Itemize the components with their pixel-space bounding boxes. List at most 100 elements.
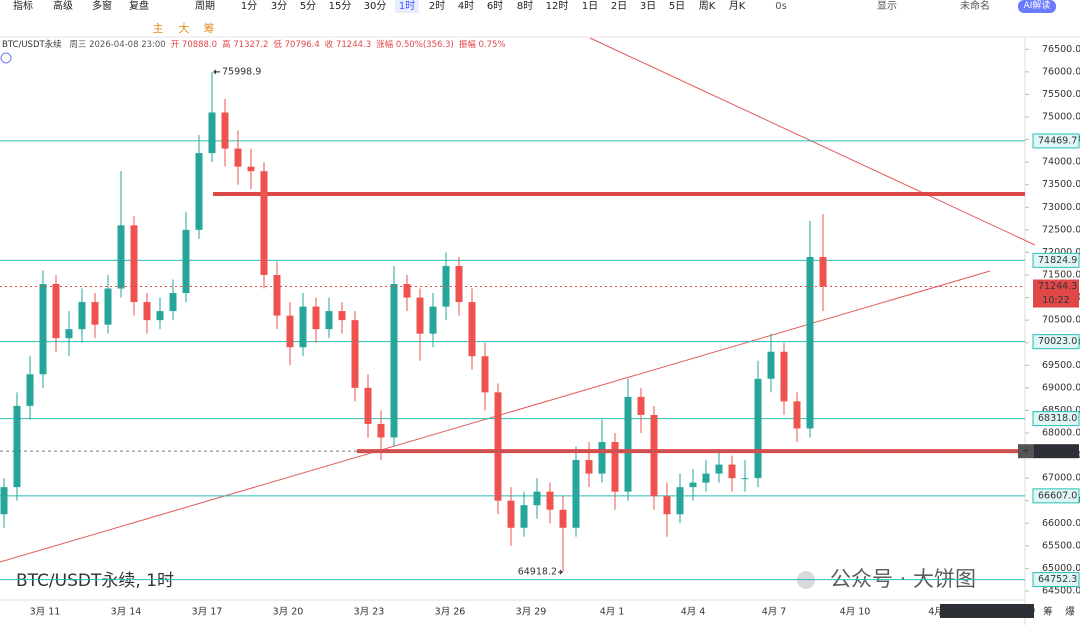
period-button[interactable]: 6时 (486, 1, 504, 12)
period-button[interactable]: 1时 (394, 0, 420, 13)
ohlc-field: 开 70888.0 (171, 40, 217, 50)
x-tick-label: 4月 1 (600, 607, 625, 618)
x-tick-label: 3月 20 (273, 607, 304, 618)
y-tick-label: 65000.0 (1042, 563, 1080, 574)
candle-body (234, 148, 242, 167)
crosshair-plus: + (1022, 446, 1030, 457)
period-button[interactable]: 5日 (668, 1, 686, 12)
y-tick-label: 65500.0 (1042, 540, 1080, 551)
ohlc-field: 振幅 0.75% (459, 39, 506, 50)
candle-body (455, 265, 463, 303)
ohlc-field: 收 71244.3 (325, 39, 371, 50)
candle-body (221, 112, 229, 149)
period-button[interactable]: 3分 (270, 1, 288, 12)
x-tick-label: 3月 23 (354, 607, 385, 618)
period-button[interactable]: 8时 (516, 1, 534, 12)
x-tick-label: 4月 10 (840, 607, 871, 618)
candle-body (429, 306, 437, 334)
candle-body (416, 297, 424, 334)
candle-body (117, 225, 125, 289)
candle-body (637, 396, 645, 415)
candle-body (741, 478, 749, 480)
candle-body (754, 378, 762, 479)
y-tick-label: 74000.0 (1042, 157, 1080, 168)
y-tick-label: 75000.0 (1042, 111, 1080, 122)
candle-body (286, 315, 294, 348)
high-arrow (213, 69, 220, 75)
corner-button[interactable]: 筹 (1043, 606, 1053, 618)
indicator-toggle[interactable]: 筹 (203, 22, 215, 35)
level-tag (1032, 488, 1080, 504)
ohlc-field: 低 70796.4 (273, 39, 319, 50)
period-button[interactable]: 12时 (545, 1, 569, 12)
source-watermark: 公众号 · 大饼图 (830, 567, 976, 591)
candle-body (780, 351, 788, 402)
corner-button[interactable]: 爆 (1065, 606, 1075, 618)
candle-body (195, 153, 203, 230)
candle-body (728, 464, 736, 479)
candle-body (52, 284, 60, 339)
period-button[interactable]: 1日 (581, 1, 599, 12)
candle-body (520, 505, 528, 528)
period-button[interactable]: 月K (728, 1, 746, 12)
candle-body (39, 284, 47, 375)
y-tick-label: 75500.0 (1042, 89, 1080, 100)
candle-body (663, 496, 671, 515)
toolbar-button[interactable]: 多窗 (92, 1, 112, 12)
high-label: 75998.9 (222, 66, 261, 77)
period-button[interactable]: 3日 (639, 1, 657, 12)
period-button[interactable]: 5分 (299, 1, 317, 12)
info-line: BTC/USDT永续 周三 2026-04-08 23:00 开 70888.0 高… (2, 39, 506, 50)
x-tick-label: 3月 11 (30, 607, 61, 618)
candle-body (676, 487, 684, 515)
candle-body (169, 293, 177, 312)
expand-icon[interactable] (0, 52, 12, 64)
period-button[interactable]: 15分 (328, 1, 352, 12)
y-tick-label: 66000.0 (1042, 518, 1080, 529)
level-tag (1032, 133, 1080, 149)
period-button[interactable]: 4时 (457, 1, 475, 12)
toolbar-button[interactable]: 显示 (877, 1, 897, 12)
candle-body (624, 396, 632, 492)
toolbar-button[interactable]: 复盘 (129, 1, 149, 12)
candle-body (598, 442, 606, 474)
period-button[interactable]: 1分 (240, 1, 258, 12)
x-tick-label: 3月 14 (111, 607, 142, 618)
level-label: 64752.3 (1038, 574, 1077, 585)
level-label: 74469.7 (1038, 135, 1077, 146)
crosshair-price-label: 67596.8 (1037, 446, 1076, 457)
candle-body (403, 284, 411, 298)
y-tick-label: 73000.0 (1042, 202, 1080, 213)
indicator-toggle[interactable]: 主 (152, 22, 164, 35)
trend-line (589, 37, 1036, 246)
y-tick-label: 68000.0 (1042, 427, 1080, 438)
candle-body (481, 356, 489, 393)
candle-body (104, 288, 112, 325)
period-button[interactable]: 30分 (363, 1, 387, 12)
candle-body (338, 311, 346, 321)
level-label: 68318.0 (1038, 413, 1077, 424)
candle-body (546, 491, 554, 510)
x-tick-label: 3月 17 (192, 607, 223, 618)
toolbar-button[interactable]: 高级 (53, 1, 73, 12)
toolbar-button[interactable]: 未命名 (960, 1, 990, 12)
period-button[interactable]: 周K (698, 1, 716, 12)
y-tick-label: 72500.0 (1042, 224, 1080, 235)
ai-button[interactable]: AI解读 (1018, 0, 1056, 13)
indicator-toggle[interactable]: 大 (178, 22, 190, 35)
candle-body (806, 256, 814, 429)
y-tick-label: 76000.0 (1042, 66, 1080, 77)
candle-body (650, 414, 658, 497)
period-button[interactable]: 2时 (428, 1, 446, 12)
toolbar-button[interactable]: 指标 (13, 1, 33, 12)
toolbar-button[interactable]: 0s (775, 1, 787, 12)
x-tick-label: 4月 (928, 607, 944, 618)
period-menu[interactable]: 周期 (195, 1, 215, 12)
level-tag (1032, 334, 1080, 350)
x-tick-label: 3月 26 (435, 607, 466, 618)
ohlc-field: 高 71327.2 (222, 39, 268, 50)
period-button[interactable]: 2日 (610, 1, 628, 12)
indicator-bar: 主 大筹 (0, 17, 1080, 37)
